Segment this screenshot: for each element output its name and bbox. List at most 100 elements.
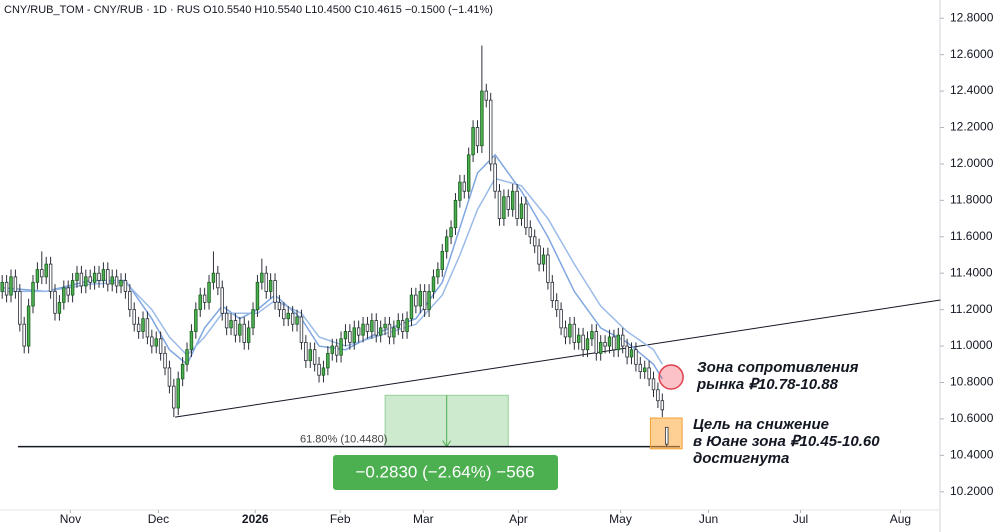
candle-body: [400, 320, 405, 332]
candle-body: [13, 276, 18, 292]
candle-body: [290, 312, 295, 325]
candle-body: [541, 254, 546, 265]
candle-body: [572, 323, 577, 343]
candle-body: [92, 272, 97, 283]
candle-body: [449, 227, 453, 238]
candle-body: [308, 349, 312, 362]
measure-label-box: [333, 455, 558, 490]
candle-body: [330, 345, 334, 354]
candle-body: [48, 263, 53, 292]
measure-label: −0.2830 (−2.64%) −566: [355, 462, 534, 481]
candle-body: [70, 280, 75, 296]
candle-body: [246, 327, 251, 343]
candle-body: [251, 309, 255, 329]
candle-body: [343, 331, 348, 340]
candle-body: [176, 378, 180, 409]
candle-body: [194, 309, 198, 332]
candle-body: [123, 280, 128, 292]
candle-body: [502, 196, 506, 219]
candle-body: [62, 287, 66, 303]
candle-body: [519, 203, 524, 219]
x-tick-label: May: [609, 512, 632, 526]
candle-body: [660, 400, 665, 411]
candle-body: [260, 272, 264, 283]
y-tick-label: 10.4000: [950, 448, 994, 462]
candle-body: [255, 281, 260, 311]
candle-body: [642, 367, 647, 372]
candle-body: [31, 281, 35, 307]
candle-body: [528, 227, 533, 238]
candle-body: [607, 336, 612, 347]
y-tick-label: 11.4000: [950, 265, 993, 279]
y-tick-label: 12.8000: [950, 10, 994, 24]
candle-body: [590, 331, 594, 340]
candle-body: [233, 320, 238, 336]
y-tick-label: 11.8000: [950, 193, 993, 207]
candle-body: [396, 320, 400, 329]
candle-body: [238, 323, 242, 336]
candle-body: [352, 327, 356, 343]
y-tick-label: 11.0000: [950, 338, 993, 352]
candle-body: [568, 323, 572, 338]
y-tick-label: 10.8000: [950, 375, 994, 389]
candle-body: [97, 272, 101, 281]
y-tick-label: 10.6000: [950, 411, 994, 425]
candle-body: [66, 287, 70, 296]
candle-body: [286, 312, 290, 320]
candle-body: [229, 320, 233, 329]
candle-body: [475, 127, 480, 147]
candle-body: [4, 281, 9, 296]
candle-body: [132, 309, 136, 325]
candle-body: [22, 323, 26, 347]
candle-body: [304, 342, 308, 362]
candle-body: [317, 363, 321, 376]
candle-body: [616, 334, 621, 351]
fib-label: 61.80% (10.4480): [300, 434, 387, 446]
candle-body: [603, 342, 607, 347]
candle-body: [158, 338, 163, 354]
candle-body: [387, 323, 392, 338]
candle-body: [18, 291, 22, 325]
candle-body: [35, 269, 40, 283]
candle-body: [576, 334, 581, 343]
candle-body: [299, 316, 304, 343]
candle-body: [110, 276, 114, 285]
candle-body: [563, 327, 568, 338]
candle-body: [114, 276, 119, 287]
candle-body: [629, 349, 634, 358]
candle-body: [440, 250, 444, 270]
candle-body: [180, 363, 185, 380]
y-tick-label: 11.6000: [950, 229, 993, 243]
header: CNY/RUB_TOM - CNY/RUB · 1D · RUS O10.554…: [4, 4, 493, 16]
candle-body: [220, 287, 224, 314]
candle-body: [537, 245, 541, 265]
candle-body: [598, 342, 603, 354]
candle-body: [216, 272, 220, 289]
x-tick-label: 2026: [242, 512, 269, 526]
candle-body: [625, 345, 629, 358]
candle-body: [242, 323, 246, 343]
candle-body: [559, 309, 563, 329]
candle-body: [295, 316, 299, 325]
candle-body: [154, 338, 158, 347]
candle-body: [264, 272, 268, 292]
candle-body: [348, 331, 352, 343]
x-tick-label: Aug: [890, 512, 911, 526]
candle-body: [458, 181, 462, 201]
candle-body: [224, 312, 229, 329]
candle-body: [581, 334, 585, 351]
candle-body: [361, 323, 365, 336]
candle-body: [106, 269, 110, 285]
candle-body: [339, 338, 343, 356]
candle-body: [79, 272, 84, 287]
candle-body: [189, 331, 194, 351]
candle-body: [365, 323, 370, 332]
candle-body: [488, 99, 493, 165]
candle-body: [57, 301, 62, 314]
candle-body: [585, 338, 590, 351]
candle-body: [9, 276, 13, 296]
candle-body: [150, 336, 154, 347]
candle-body: [471, 127, 475, 156]
candle-body: [497, 190, 502, 219]
